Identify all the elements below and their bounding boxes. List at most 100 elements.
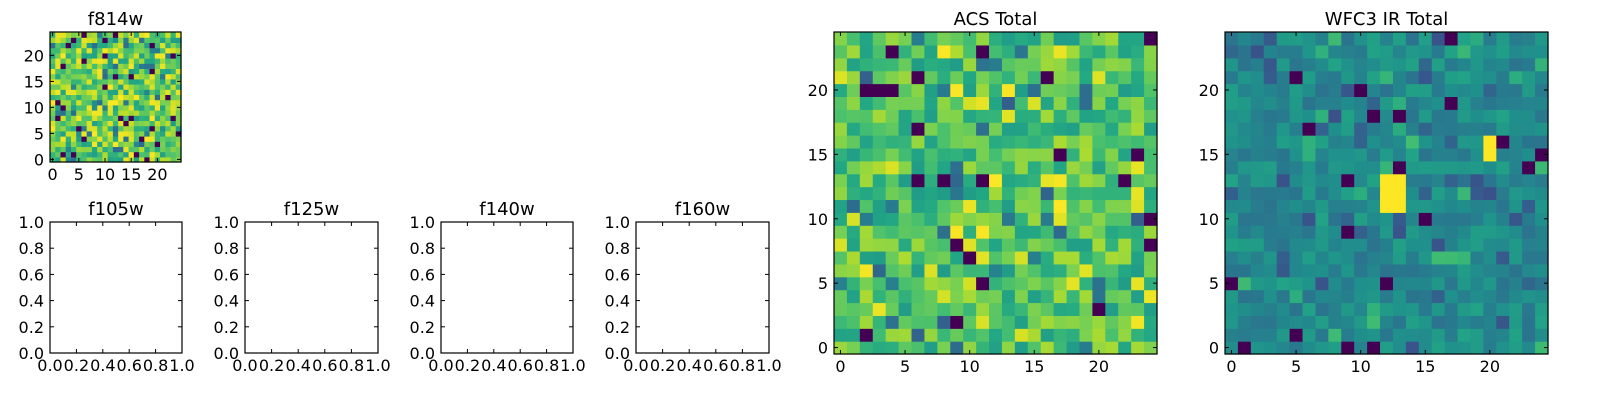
heatmap-cell <box>97 115 103 121</box>
heatmap-cell <box>1496 289 1510 304</box>
heatmap-cell <box>60 78 67 85</box>
heatmap-cell <box>976 122 990 136</box>
heatmap-cell <box>123 104 130 111</box>
heatmap-cell <box>937 83 951 97</box>
heatmap-cell <box>55 146 62 153</box>
heatmap-cell <box>50 73 56 80</box>
heatmap-cell <box>950 315 964 329</box>
heatmap-cell <box>170 146 177 153</box>
heatmap-cell <box>1483 32 1497 46</box>
heatmap-cell <box>149 156 156 163</box>
heatmap-cell <box>1457 70 1472 85</box>
heatmap-cell <box>834 173 848 188</box>
heatmap-cell <box>1535 225 1549 239</box>
y-tick-label: 0.4 <box>214 292 239 311</box>
heatmap-cell <box>91 130 98 137</box>
heatmap-cell <box>976 341 990 355</box>
heatmap-cell <box>937 160 951 175</box>
heatmap-cell <box>885 341 900 355</box>
heatmap-cell <box>898 96 913 110</box>
heatmap-cell <box>924 147 938 162</box>
heatmap-cell <box>1289 238 1304 252</box>
heatmap-cell <box>950 57 964 72</box>
heatmap-cell <box>924 135 938 149</box>
heatmap-cell <box>834 276 848 291</box>
heatmap-cell <box>112 156 119 163</box>
heatmap-cell <box>1131 160 1145 175</box>
heatmap-cell <box>898 44 913 59</box>
heatmap-cell <box>885 173 900 188</box>
heatmap-cell <box>1405 173 1420 188</box>
heatmap-cell <box>898 302 913 316</box>
heatmap-cell <box>1418 328 1433 342</box>
heatmap-cell <box>1470 70 1484 85</box>
heatmap-cell <box>1392 83 1407 97</box>
heatmap-cell <box>937 147 951 162</box>
heatmap-cell <box>898 109 913 123</box>
heatmap-cell <box>102 42 109 49</box>
heatmap-cell <box>1263 122 1278 136</box>
heatmap-cell <box>1341 199 1355 213</box>
heatmap-cell <box>112 68 119 75</box>
heatmap-cell <box>1040 212 1055 226</box>
heatmap-cell <box>1444 315 1459 329</box>
heatmap-cell <box>81 156 88 163</box>
heatmap-cell <box>898 328 913 342</box>
heatmap-cell <box>963 302 977 316</box>
heatmap-cell <box>1250 302 1265 316</box>
heatmap-cell <box>165 99 172 106</box>
heatmap-cell <box>834 315 848 329</box>
y-tick-label: 0.0 <box>410 344 435 363</box>
heatmap-cell <box>1144 70 1158 85</box>
heatmap-cell <box>1014 199 1029 213</box>
heatmap-cell <box>65 120 72 127</box>
heatmap-cell <box>1470 160 1484 175</box>
heatmap-cell <box>144 110 151 116</box>
heatmap-cell <box>170 120 177 127</box>
heatmap-cell <box>1315 32 1329 46</box>
heatmap-cell <box>128 110 135 116</box>
heatmap-cell <box>924 122 938 136</box>
heatmap-cell <box>1250 160 1265 175</box>
heatmap-cell <box>76 68 83 75</box>
heatmap-cell <box>1237 225 1252 239</box>
x-tick-label: 1.0 <box>560 356 585 375</box>
heatmap-cell <box>160 42 166 49</box>
heatmap-cell <box>1431 238 1446 252</box>
heatmap-cell <box>1405 341 1420 355</box>
heatmap-cell <box>911 302 926 316</box>
heatmap-cell <box>1225 302 1239 316</box>
heatmap-cell <box>1131 109 1145 123</box>
heatmap-cell <box>1276 212 1291 226</box>
heatmap-cell <box>1014 83 1029 97</box>
heatmap-cell <box>1105 250 1119 265</box>
heatmap-cell <box>1302 147 1317 162</box>
heatmap-cell <box>118 110 124 116</box>
heatmap-cell <box>1470 147 1484 162</box>
heatmap-cell <box>91 136 98 142</box>
heatmap-cell <box>112 130 119 137</box>
heatmap-cell <box>1014 173 1029 188</box>
heatmap-cell <box>60 120 67 127</box>
heatmap-cell <box>76 115 83 121</box>
heatmap-cell <box>154 84 161 90</box>
heatmap-cell <box>963 96 977 110</box>
heatmap-cell <box>1225 199 1239 213</box>
heatmap-cell <box>834 199 848 213</box>
heatmap-cell <box>846 302 861 316</box>
heatmap-cell <box>1289 186 1304 201</box>
heatmap-cell <box>165 141 172 147</box>
heatmap-cell <box>1014 276 1029 291</box>
x-tick-label: 10 <box>95 165 115 184</box>
heatmap-cell <box>1079 135 1093 149</box>
heatmap-cell <box>1354 302 1368 316</box>
heatmap-cell <box>1144 160 1158 175</box>
heatmap-cell <box>144 52 151 59</box>
heatmap-cell <box>55 151 62 158</box>
heatmap-cell <box>55 104 62 111</box>
heatmap-cell <box>1496 199 1510 213</box>
heatmap-cell <box>55 78 62 85</box>
heatmap-cell <box>60 73 67 80</box>
heatmap-cell <box>70 115 77 121</box>
heatmap-cell <box>1535 328 1549 342</box>
